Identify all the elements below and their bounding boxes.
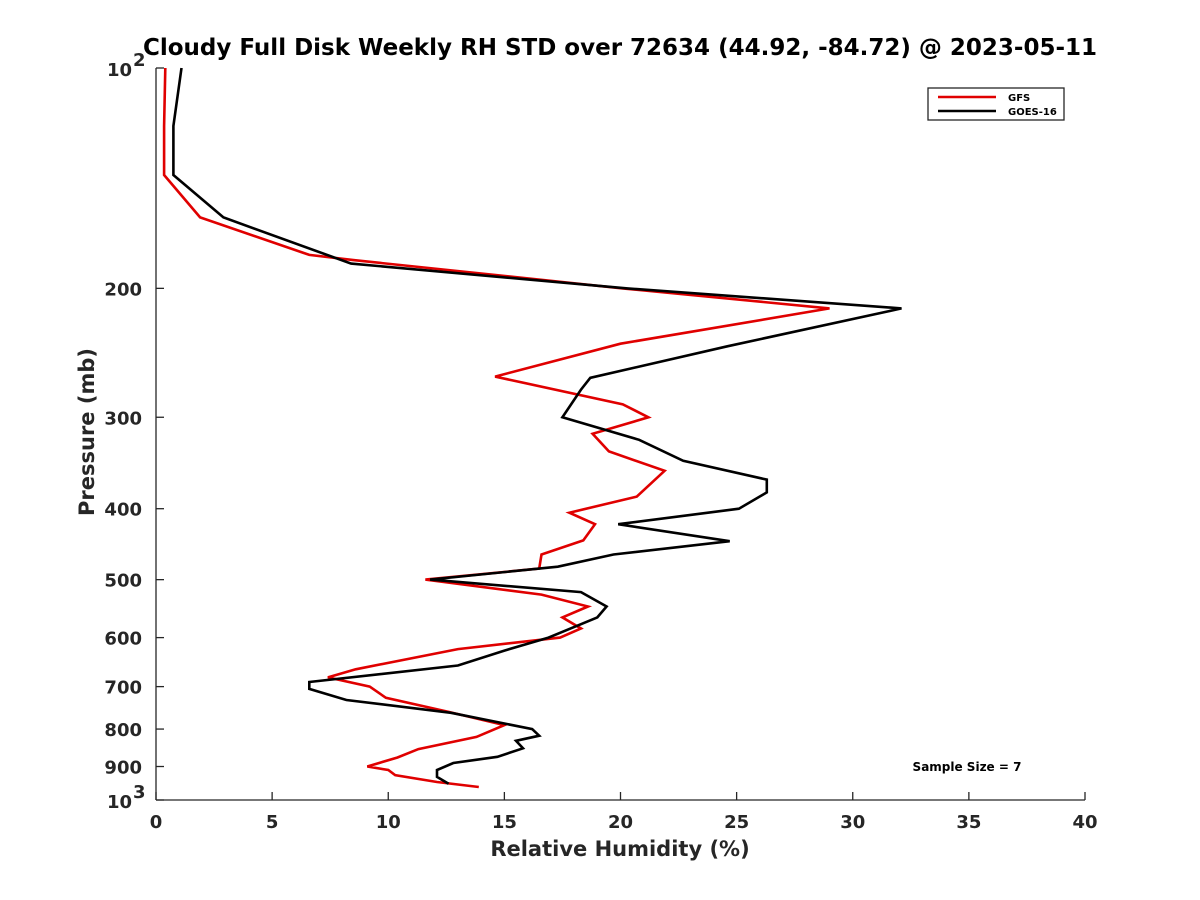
series-layer: [162, 67, 902, 789]
x-tick-label: 0: [150, 812, 163, 833]
y-tick-label: 700: [104, 678, 142, 699]
series-line-goes-16: [172, 67, 902, 785]
chart-title: Cloudy Full Disk Weekly RH STD over 7263…: [143, 35, 1097, 61]
legend-box: [927, 87, 1065, 121]
y-tick-label: 400: [104, 500, 142, 521]
y-tick-label: 300: [104, 408, 142, 429]
legend-label: GFS: [1008, 93, 1030, 104]
x-tick-label: 35: [956, 812, 981, 833]
x-tick-label: 30: [840, 812, 865, 833]
x-tick-label: 5: [266, 812, 279, 833]
y-tick-exponent: 2: [133, 50, 146, 71]
legend: GFS GOES-16: [927, 87, 1065, 121]
sample-size-annotation: Sample Size = 7: [913, 760, 1022, 774]
y-tick-label: 800: [104, 720, 142, 741]
x-axis-label: Relative Humidity (%): [490, 837, 749, 861]
legend-label: GOES-16: [1008, 107, 1057, 118]
x-tick-label: 10: [376, 812, 401, 833]
x-tick-label: 25: [724, 812, 749, 833]
series-line-gfs: [162, 67, 830, 789]
y-tick-label: 600: [104, 629, 142, 650]
x-tick-label: 40: [1072, 812, 1097, 833]
y-tick-label: 10: [107, 792, 132, 813]
y-axis-label: Pressure (mb): [75, 348, 99, 516]
y-tick-label: 10: [107, 60, 132, 81]
y-tick-label: 900: [104, 758, 142, 779]
y-tick-exponent: 3: [133, 782, 146, 803]
x-tick-label: 20: [608, 812, 633, 833]
x-tick-label: 15: [492, 812, 517, 833]
y-tick-label: 200: [104, 279, 142, 300]
y-tick-label: 500: [104, 571, 142, 592]
